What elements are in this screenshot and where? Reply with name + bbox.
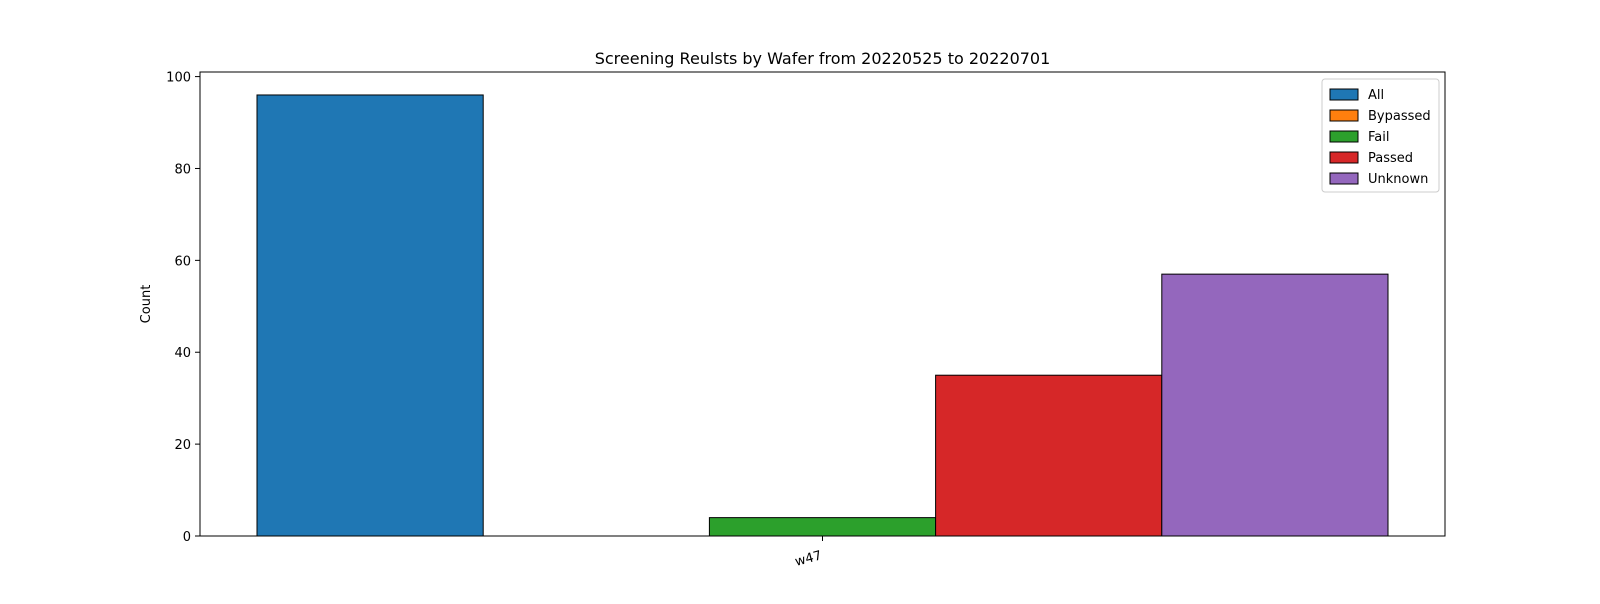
legend-swatch-fail	[1329, 130, 1359, 143]
legend-label-unknown: Unknown	[1368, 172, 1428, 187]
chart-title: Screening Reulsts by Wafer from 20220525…	[595, 49, 1051, 68]
y-tick-label: 20	[174, 438, 191, 453]
legend: All Bypassed Fail Passed Unknown	[1321, 78, 1440, 193]
bar-unknown-w47	[1161, 273, 1389, 537]
y-tick-label: 0	[183, 530, 191, 545]
legend-label-passed: Passed	[1368, 151, 1413, 166]
legend-label-fail: Fail	[1368, 130, 1389, 145]
bar-passed-w47	[935, 374, 1163, 537]
axes-layer: 0 20 40 60 80 100 w47	[166, 71, 823, 570]
y-tick-label: 80	[174, 162, 191, 177]
y-tick-label: 100	[166, 71, 191, 86]
bar-fail-w47	[708, 517, 937, 537]
x-tick-label: w47	[793, 548, 823, 570]
legend-label-bypassed: Bypassed	[1368, 109, 1431, 124]
y-tick-label: 60	[174, 254, 191, 269]
legend-swatch-unknown	[1329, 172, 1359, 185]
y-axis-label: Count	[139, 285, 154, 324]
legend-swatch-passed	[1329, 151, 1359, 164]
bars-layer	[256, 94, 1389, 537]
legend-swatch-all	[1329, 88, 1359, 101]
legend-box	[1321, 78, 1440, 193]
y-tick-label: 40	[174, 346, 191, 361]
legend-swatch-bypassed	[1329, 109, 1359, 122]
legend-label-all: All	[1368, 88, 1384, 103]
bar-all-w47	[256, 94, 484, 537]
